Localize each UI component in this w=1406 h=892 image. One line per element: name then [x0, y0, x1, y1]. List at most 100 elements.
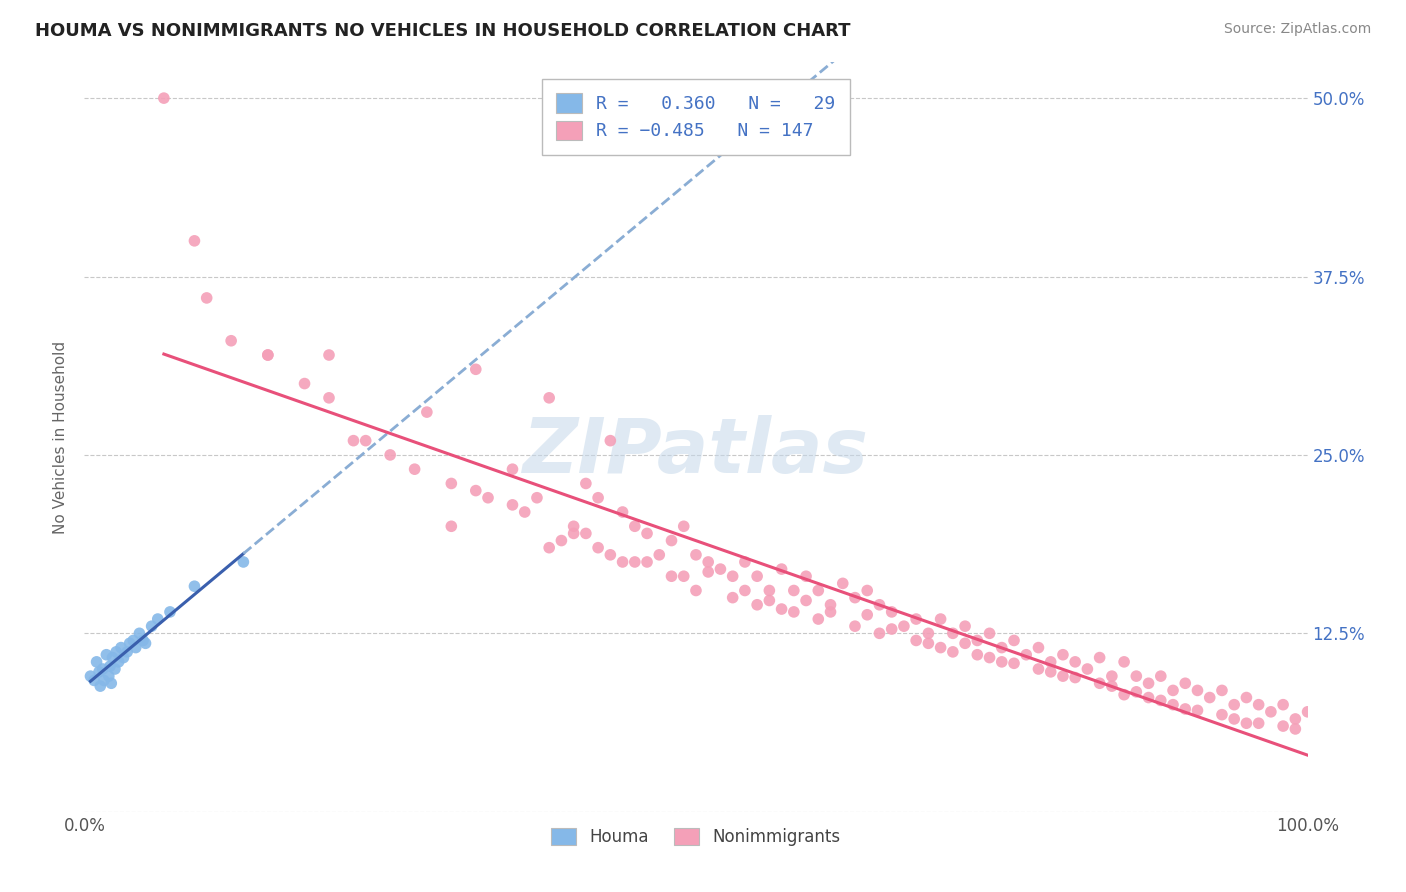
Point: [807, 583, 830, 598]
Point: [87, 665, 110, 679]
Point: [758, 583, 780, 598]
Point: [747, 598, 769, 612]
Point: [1114, 688, 1136, 702]
Point: [122, 633, 145, 648]
Point: [917, 636, 939, 650]
Point: [905, 633, 928, 648]
Point: [1187, 703, 1209, 717]
Point: [1039, 665, 1062, 679]
Point: [685, 583, 707, 598]
Point: [318, 348, 340, 362]
Point: [101, 650, 124, 665]
Point: [1260, 705, 1282, 719]
Point: [905, 612, 928, 626]
Point: [1101, 669, 1123, 683]
Point: [1052, 648, 1074, 662]
Point: [128, 626, 150, 640]
Point: [991, 655, 1014, 669]
Point: [1076, 662, 1098, 676]
Point: [770, 562, 793, 576]
Point: [183, 234, 205, 248]
Point: [794, 569, 817, 583]
Point: [562, 526, 585, 541]
Point: [586, 491, 609, 505]
Point: [219, 334, 242, 348]
Point: [1284, 722, 1306, 736]
Point: [953, 636, 976, 650]
Point: [1114, 655, 1136, 669]
Point: [966, 633, 988, 648]
Point: [783, 605, 806, 619]
Point: [115, 645, 138, 659]
Point: [159, 605, 181, 619]
Point: [734, 555, 756, 569]
Point: [929, 612, 952, 626]
Point: [953, 619, 976, 633]
Point: [661, 533, 683, 548]
Point: [93, 673, 115, 688]
Point: [1223, 698, 1246, 712]
Point: [342, 434, 364, 448]
Point: [104, 662, 127, 676]
Point: [1211, 707, 1233, 722]
Text: Source: ZipAtlas.com: Source: ZipAtlas.com: [1223, 22, 1371, 37]
Point: [440, 519, 463, 533]
Point: [697, 555, 720, 569]
Point: [856, 583, 879, 598]
Point: [98, 659, 121, 673]
Point: [257, 348, 280, 362]
Point: [132, 633, 155, 648]
Text: ZIPatlas: ZIPatlas: [523, 415, 869, 489]
Point: [942, 626, 965, 640]
Point: [1296, 705, 1319, 719]
Point: [1161, 683, 1184, 698]
Point: [893, 619, 915, 633]
Point: [1284, 712, 1306, 726]
Point: [966, 648, 988, 662]
Point: [79, 669, 101, 683]
Point: [464, 362, 486, 376]
Point: [721, 591, 744, 605]
Point: [1272, 698, 1295, 712]
Point: [844, 619, 866, 633]
Point: [856, 607, 879, 622]
Point: [1101, 679, 1123, 693]
Point: [502, 462, 524, 476]
Point: [869, 598, 891, 612]
Point: [513, 505, 536, 519]
Point: [820, 605, 842, 619]
Point: [709, 562, 731, 576]
Point: [91, 662, 114, 676]
Point: [1247, 698, 1270, 712]
Point: [942, 645, 965, 659]
Point: [661, 569, 683, 583]
Point: [599, 548, 621, 562]
Point: [599, 434, 621, 448]
Point: [183, 579, 205, 593]
Point: [97, 669, 120, 683]
Point: [1039, 655, 1062, 669]
Point: [380, 448, 402, 462]
Point: [1236, 716, 1258, 731]
Point: [526, 491, 548, 505]
Point: [440, 476, 463, 491]
Point: [1002, 633, 1025, 648]
Point: [794, 593, 817, 607]
Point: [125, 640, 148, 655]
Point: [105, 645, 128, 659]
Point: [1088, 650, 1111, 665]
Point: [1174, 702, 1197, 716]
Point: [624, 555, 647, 569]
Point: [195, 291, 218, 305]
Point: [83, 673, 105, 688]
Point: [1125, 669, 1147, 683]
Point: [880, 605, 903, 619]
Point: [612, 505, 634, 519]
Point: [844, 591, 866, 605]
Point: [86, 655, 108, 669]
Point: [1137, 690, 1160, 705]
Point: [1064, 655, 1087, 669]
Point: [721, 569, 744, 583]
Point: [783, 583, 806, 598]
Point: [1272, 719, 1295, 733]
